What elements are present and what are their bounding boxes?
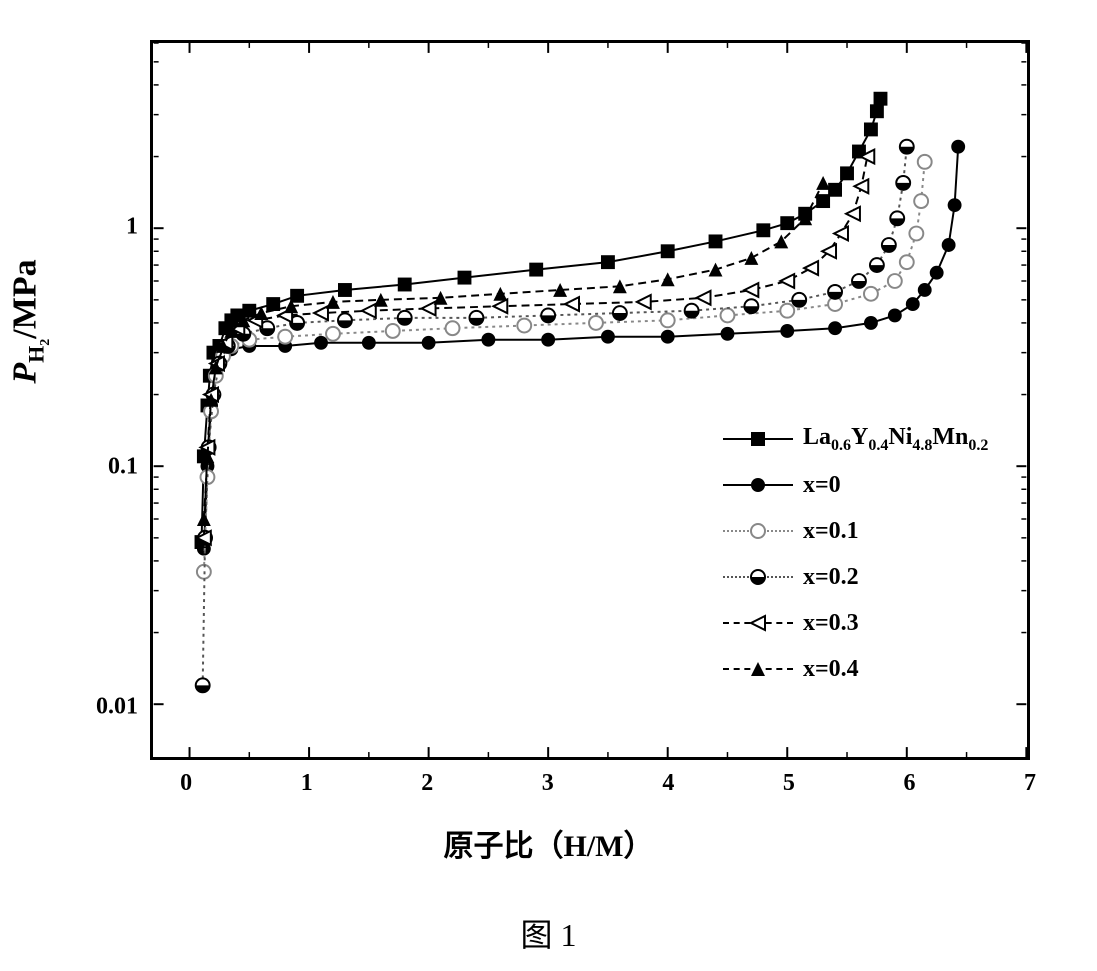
legend: La0.6Y0.4Ni4.8Mn0.2 x=0 x=0.1 x=0.2 x=0.3 x=0…	[723, 423, 988, 699]
legend-item-x0: x=0	[723, 469, 988, 501]
plot-area: La0.6Y0.4Ni4.8Mn0.2 x=0 x=0.1 x=0.2 x=0.3 x=0…	[150, 40, 1030, 760]
legend-label: x=0.3	[803, 610, 859, 637]
x-axis-label: 原子比（H/M）	[444, 821, 654, 865]
x-tick-label: 6	[903, 770, 915, 797]
y-axis-label: PH2/MPa	[6, 259, 53, 383]
legend-label: x=0.4	[803, 656, 859, 683]
legend-item-x02: x=0.2	[723, 561, 988, 593]
legend-item-La06Y04: La0.6Y0.4Ni4.8Mn0.2	[723, 423, 988, 455]
x-tick-label: 7	[1024, 770, 1036, 797]
y-tick-label: 0.1	[108, 453, 138, 480]
legend-label: x=0.1	[803, 518, 859, 545]
y-tick-label: 0.01	[96, 693, 138, 720]
x-tick-label: 5	[783, 770, 795, 797]
legend-item-x01: x=0.1	[723, 515, 988, 547]
legend-label: La0.6Y0.4Ni4.8Mn0.2	[803, 424, 988, 455]
legend-label: x=0.2	[803, 564, 859, 591]
chart-container: PH2/MPa La0.6Y0.4Ni4.8Mn0.2x=0x=0.1x=0.2…	[20, 20, 1077, 890]
x-tick-label: 0	[180, 770, 192, 797]
legend-item-x03: x=0.3	[723, 607, 988, 639]
legend-label: x=0	[803, 472, 841, 499]
y-tick-label: 1	[126, 213, 138, 240]
figure-caption: 图 1	[520, 910, 576, 956]
x-tick-label: 4	[662, 770, 674, 797]
x-tick-label: 2	[421, 770, 433, 797]
x-tick-label: 1	[301, 770, 313, 797]
legend-item-x04: x=0.4	[723, 653, 988, 685]
x-tick-label: 3	[542, 770, 554, 797]
